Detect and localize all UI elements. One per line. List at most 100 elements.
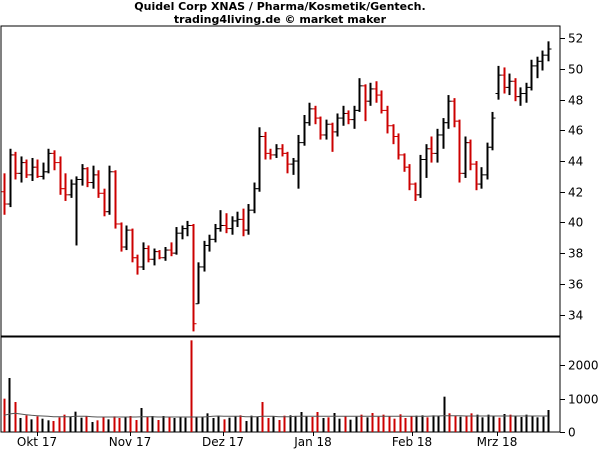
price-bar — [62, 173, 69, 201]
price-bar — [279, 144, 286, 157]
price-bar — [445, 95, 452, 129]
price-bar — [34, 159, 41, 178]
volume-panel-frame — [0, 336, 561, 433]
price-bar — [51, 150, 58, 171]
price-bar — [345, 110, 352, 125]
price-bar — [223, 213, 230, 234]
price-bar — [18, 156, 25, 183]
price-bar — [1, 173, 8, 215]
price-bar — [295, 134, 302, 189]
month-label: Dez 17 — [202, 435, 244, 449]
volume-moving-average — [3, 412, 548, 418]
price-tick-label: 40 — [568, 216, 583, 230]
price-bar — [290, 157, 297, 175]
price-tick-label: 44 — [568, 155, 583, 169]
price-bar — [267, 148, 274, 160]
price-bar — [351, 105, 358, 129]
price-bar — [378, 90, 385, 114]
price-bar — [240, 208, 247, 237]
price-bar — [312, 105, 319, 125]
price-bar — [151, 248, 158, 266]
price-bar — [134, 254, 141, 275]
price-bar — [173, 227, 180, 255]
price-bar — [140, 242, 147, 271]
price-bar — [317, 116, 324, 140]
price-bar — [434, 128, 441, 163]
price-bar — [284, 151, 291, 174]
price-bar — [245, 204, 252, 235]
price-bar — [301, 115, 308, 146]
price-bar — [29, 157, 36, 181]
price-bar — [68, 179, 75, 198]
price-bar — [323, 119, 330, 140]
chart-title: Quidel Corp XNAS / Pharma/Kosmetik/Gente… — [134, 0, 426, 13]
price-bar — [73, 176, 80, 246]
price-bar — [234, 211, 241, 228]
price-bar — [473, 161, 480, 191]
price-bar — [329, 122, 336, 152]
price-bar — [534, 56, 541, 79]
price-bar — [506, 73, 513, 96]
price-bar — [145, 245, 152, 263]
price-bar — [206, 234, 213, 252]
price-bar — [212, 223, 219, 243]
price-bar — [123, 225, 130, 251]
price-bar — [217, 210, 224, 232]
month-label: Nov 17 — [109, 435, 152, 449]
price-bar — [45, 148, 52, 174]
price-bar — [356, 78, 363, 112]
price-bar — [306, 102, 313, 126]
price-bar — [90, 165, 97, 189]
price-bar — [495, 65, 502, 100]
price-bar — [162, 246, 169, 261]
price-bar — [106, 165, 113, 215]
price-bar — [23, 159, 30, 178]
price-bar — [478, 167, 485, 189]
volume-tick-label: 2000 — [568, 359, 599, 373]
price-bar — [395, 133, 402, 160]
price-bar — [179, 225, 186, 240]
price-bar — [7, 148, 14, 208]
price-tick-label: 48 — [568, 94, 583, 108]
price-bar — [256, 127, 263, 192]
price-bar — [367, 82, 374, 106]
price-bar — [340, 105, 347, 126]
price-bar — [79, 164, 86, 186]
price-tick-label: 34 — [568, 309, 583, 323]
volume-tick-label: 1000 — [568, 393, 599, 407]
price-tick-label: 38 — [568, 247, 583, 261]
price-bar — [401, 153, 408, 172]
price-tick-label: 46 — [568, 124, 583, 138]
price-bar — [251, 182, 258, 214]
price-bar — [112, 170, 119, 229]
price-bar — [362, 84, 369, 122]
price-bar — [95, 170, 102, 198]
price-bar — [467, 139, 474, 171]
price-bar — [428, 136, 435, 163]
price-bar — [456, 119, 463, 183]
price-bar — [451, 98, 458, 128]
price-tick-label: 36 — [568, 278, 583, 292]
price-bar — [273, 144, 280, 158]
price-bar — [489, 111, 496, 151]
chart-subtitle: trading4living.de © market maker — [173, 13, 387, 26]
price-bar — [373, 81, 380, 103]
price-bar — [156, 250, 163, 260]
price-bar — [528, 59, 535, 91]
month-label: Feb 18 — [392, 435, 432, 449]
price-bar — [84, 167, 91, 188]
price-bar — [501, 67, 508, 94]
price-bar — [190, 223, 197, 332]
price-bar — [545, 41, 552, 62]
month-label: Okt 17 — [17, 435, 57, 449]
price-bar — [390, 124, 397, 145]
price-tick-label: 42 — [568, 186, 583, 200]
price-bar — [484, 142, 491, 180]
price-panel-frame — [0, 25, 561, 337]
price-bar — [512, 78, 519, 102]
price-bar — [412, 182, 419, 201]
price-bar — [262, 131, 269, 160]
price-bar — [229, 216, 236, 235]
